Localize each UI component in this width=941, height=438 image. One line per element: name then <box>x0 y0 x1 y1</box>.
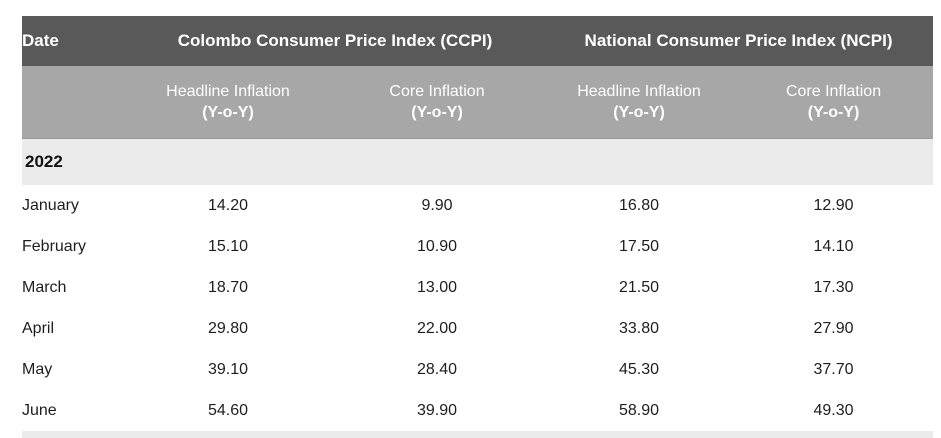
value-cell: 58.90 <box>544 390 735 431</box>
value-cell: 27.90 <box>734 308 934 349</box>
value-cell: 13.00 <box>330 267 545 308</box>
group-header-ncpi: National Consumer Price Index (NCPI) <box>544 16 934 66</box>
value-cell: 17.30 <box>734 267 934 308</box>
month-cell: June <box>22 390 126 431</box>
table-row: March 18.70 13.00 21.50 17.30 <box>22 267 934 308</box>
subheader-line1: Headline Inflation <box>577 83 701 100</box>
value-cell: 28.40 <box>330 349 545 390</box>
value-cell: 22.00 <box>330 308 545 349</box>
table-row: June 54.60 39.90 58.90 49.30 <box>22 390 934 431</box>
value-cell: 37.70 <box>734 349 934 390</box>
year-section-row: 2022 <box>22 138 934 185</box>
subheader-line2: (Y-o-Y) <box>411 104 463 121</box>
subheader-line2: (Y-o-Y) <box>202 104 254 121</box>
value-cell: 45.30 <box>544 349 735 390</box>
year-section-label: 2022 <box>22 138 934 185</box>
value-cell: 21.50 <box>544 267 735 308</box>
subheader-line2: (Y-o-Y) <box>807 104 860 121</box>
subheader-line2: (Y-o-Y) <box>613 104 665 121</box>
subheader-ccpi-core: Core Inflation (Y-o-Y) <box>330 66 545 139</box>
value-cell: 14.20 <box>126 185 330 226</box>
value-cell: 10.90 <box>330 226 545 267</box>
value-cell: 49.30 <box>734 390 934 431</box>
table-header-row: Date Colombo Consumer Price Index (CCPI)… <box>22 16 934 66</box>
value-cell: 14.10 <box>734 226 934 267</box>
subheader-ncpi-headline: Headline Inflation (Y-o-Y) <box>544 66 735 139</box>
subheader-ccpi-headline: Headline Inflation (Y-o-Y) <box>126 66 330 139</box>
value-cell: 54.60 <box>126 390 330 431</box>
value-cell: 29.80 <box>126 308 330 349</box>
value-cell: 16.80 <box>544 185 735 226</box>
value-cell: 18.70 <box>126 267 330 308</box>
month-cell: February <box>22 226 126 267</box>
value-cell: 39.90 <box>330 390 545 431</box>
month-cell: January <box>22 185 126 226</box>
table-subheader-row: Headline Inflation (Y-o-Y) Core Inflatio… <box>22 66 934 139</box>
value-cell: 39.10 <box>126 349 330 390</box>
value-cell: 9.90 <box>330 185 545 226</box>
group-header-ccpi: Colombo Consumer Price Index (CCPI) <box>126 16 545 66</box>
table-row: February 15.10 10.90 17.50 14.10 <box>22 226 934 267</box>
next-section-band-cutoff <box>22 431 934 438</box>
month-cell: March <box>22 267 126 308</box>
subheader-line1: Core Inflation <box>389 83 485 100</box>
table-row: April 29.80 22.00 33.80 27.90 <box>22 308 934 349</box>
value-cell: 33.80 <box>544 308 735 349</box>
month-cell: May <box>22 349 126 390</box>
month-cell: April <box>22 308 126 349</box>
table-row: January 14.20 9.90 16.80 12.90 <box>22 185 934 226</box>
value-cell: 12.90 <box>734 185 934 226</box>
inflation-table: Date Colombo Consumer Price Index (CCPI)… <box>22 16 934 438</box>
next-section-band <box>22 431 934 438</box>
value-cell: 17.50 <box>544 226 735 267</box>
col-header-date: Date <box>22 16 126 66</box>
subheader-empty-cell <box>22 66 126 139</box>
value-cell: 15.10 <box>126 226 330 267</box>
subheader-ncpi-core: Core Inflation (Y-o-Y) <box>734 66 934 139</box>
subheader-line1: Core Inflation <box>785 83 882 100</box>
table-row: May 39.10 28.40 45.30 37.70 <box>22 349 934 390</box>
subheader-line1: Headline Inflation <box>166 83 290 100</box>
